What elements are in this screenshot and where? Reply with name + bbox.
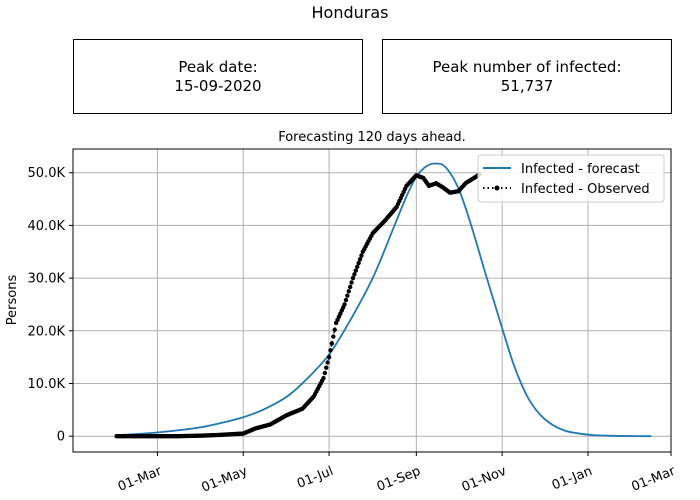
observed-point [325,360,330,365]
y-axis-label: Persons [5,275,20,326]
x-tick-label: 01-Jan [550,464,595,494]
x-tick-label: 01-Mar [629,464,678,495]
observed-point [321,376,326,381]
plot-series [114,162,652,439]
y-tick-label: 20.0K [28,324,66,339]
legend-frame [477,154,665,203]
plot-frame [72,148,672,453]
x-tick-label: 01-Mar [116,464,165,495]
x-tick-label: 01-Sep [375,464,423,495]
observed-point [322,370,328,376]
forecast-line [116,162,652,438]
chart-title: Honduras [311,3,389,22]
x-tick-label: 01-May [200,464,251,496]
peak-date-value: 15-09-2020 [174,76,262,95]
y-tick-label: 40.0K [28,219,66,234]
observed-point [329,341,335,346]
x-tick-label: 01-Nov [460,464,509,495]
y-tick-label: 10.0K [28,377,66,392]
legend-forecast-label: Infected - forecast [521,162,640,177]
x-tick-label: 01-Jul [295,464,336,492]
y-tick-label: 50.0K [28,166,66,181]
peak-date-box: Peak date: 15-09-2020 [73,39,363,114]
peak-infected-box: Peak number of infected: 51,737 [382,39,672,114]
peak-date-label: Peak date: [178,57,258,76]
legend-observed-label: Infected - Observed [521,182,650,197]
y-tick-label: 30.0K [28,272,66,287]
observed-point [332,327,337,332]
observed-series [114,172,482,439]
chart-subtitle: Forecasting 120 days ahead. [278,130,466,145]
observed-point [326,354,332,360]
y-tick-label: 0 [57,430,65,445]
legend-observed-marker [494,185,500,191]
legend: Infected - forecast Infected - Observed [477,154,665,203]
peak-infected-value: 51,737 [500,76,554,95]
peak-infected-label: Peak number of infected: [432,57,622,76]
observed-line [116,173,481,437]
